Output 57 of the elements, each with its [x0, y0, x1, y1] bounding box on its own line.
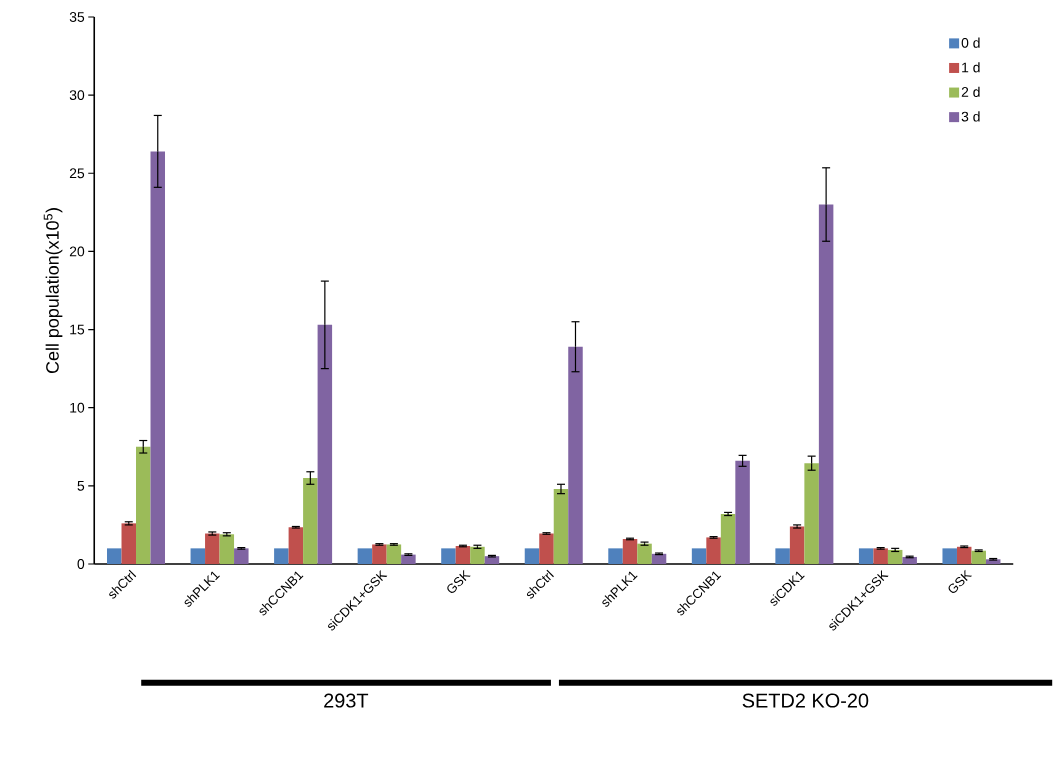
bar — [274, 548, 289, 564]
bar — [317, 324, 333, 564]
legend-label: 0 d — [961, 37, 980, 48]
bar — [234, 548, 249, 564]
text: SETD2 KO-20 — [742, 693, 869, 708]
legend-label: 3 d — [961, 111, 980, 122]
bar — [372, 544, 387, 564]
bar — [401, 554, 416, 564]
bar — [775, 548, 790, 564]
bar — [956, 546, 972, 564]
bar — [971, 550, 986, 564]
y-tick-label: 25 — [69, 168, 85, 179]
bar — [887, 549, 903, 564]
bar — [706, 537, 721, 564]
bar — [455, 546, 471, 564]
y-tick-label: 5 — [77, 480, 85, 491]
bar — [804, 463, 819, 564]
bar — [136, 446, 151, 564]
bar — [568, 346, 583, 564]
bar — [637, 543, 652, 564]
bar — [735, 460, 750, 564]
bar — [942, 548, 957, 564]
y-tick-label: 15 — [70, 324, 85, 335]
bar — [357, 548, 373, 564]
bar — [150, 151, 166, 564]
bar — [553, 488, 569, 564]
bar — [441, 548, 456, 564]
bar — [720, 513, 736, 564]
legend-label: 2 d — [961, 86, 980, 97]
text: 293T — [324, 693, 369, 708]
y-tick-label: 20 — [69, 246, 85, 257]
y-tick-label: 35 — [69, 12, 85, 22]
bar — [818, 204, 834, 564]
bar — [219, 534, 235, 564]
bar — [858, 548, 874, 564]
bar — [121, 523, 137, 564]
bar — [622, 538, 638, 564]
bar — [303, 478, 318, 564]
bar — [524, 548, 540, 564]
bar — [470, 546, 485, 564]
bar — [691, 548, 707, 564]
bar — [190, 548, 206, 564]
y-tick-label: 0 — [77, 559, 85, 569]
bar — [205, 533, 220, 564]
bar — [651, 553, 667, 564]
bar — [789, 526, 805, 564]
y-tick-label: 10 — [70, 402, 85, 413]
bar — [288, 527, 304, 564]
bar — [386, 544, 402, 564]
bar — [608, 548, 623, 564]
bar — [539, 533, 554, 564]
y-tick-label: 30 — [69, 90, 85, 101]
y-axis-title: Cell population(x10$^{5}$) — [43, 208, 63, 374]
bar — [107, 548, 122, 564]
bar — [873, 548, 888, 564]
bar — [902, 556, 917, 564]
legend-label: 1 d — [962, 62, 980, 73]
